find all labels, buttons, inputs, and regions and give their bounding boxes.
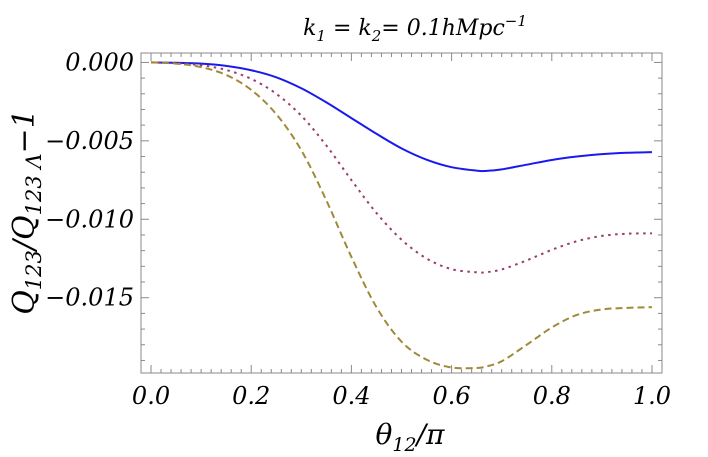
title-k1: k	[303, 16, 316, 41]
ylabel-rest: −1	[7, 109, 42, 153]
ylabel-q2-sub: 123 Λ	[22, 153, 46, 215]
chart-title: k1 = k2= 0.1hMpc−1	[303, 12, 527, 45]
series-layer	[150, 61, 653, 370]
axis-tick-labels: 0.0 0.2 0.4 0.6 0.8 1.0 0.000 −0.005 −0.010 −0.01…	[45, 48, 671, 410]
x-tick-label: 0.4	[332, 382, 370, 410]
title-eq2: = 0.1hMpc	[381, 16, 505, 41]
ylabel-q1-sub: 123	[22, 250, 46, 290]
xlabel-sub: 12	[392, 434, 416, 456]
y-axis-title: Q123/Q123 Λ−1	[7, 109, 46, 315]
title-exp: −1	[505, 12, 527, 30]
x-tick-label: 0.0	[132, 382, 170, 410]
y-tick-label: −0.005	[45, 127, 134, 155]
ylabel-slash: /	[7, 237, 42, 253]
y-tick-label: −0.015	[45, 284, 134, 312]
series-line-3	[150, 61, 653, 370]
x-tick-label: 0.2	[232, 382, 270, 410]
x-tick-label: 1.0	[633, 382, 671, 410]
ylabel-q2: Q	[7, 215, 42, 240]
plot-frame	[140, 52, 663, 374]
series-line-2	[150, 61, 652, 274]
ylabel-q1: Q	[7, 290, 42, 315]
x-tick-label: 0.6	[433, 382, 471, 410]
title-k2-sub: 2	[371, 27, 382, 45]
xlabel-theta: θ	[376, 418, 393, 451]
series-line-1	[151, 61, 653, 173]
title-k1-sub: 1	[316, 27, 326, 45]
title-k2: k	[358, 16, 371, 41]
xlabel-rest: /π	[414, 418, 445, 451]
y-tick-label: −0.010	[45, 205, 134, 233]
y-tick-label: 0.000	[65, 48, 134, 76]
title-eq1: =	[326, 16, 358, 41]
x-axis-title: θ12/π	[376, 418, 445, 456]
x-tick-label: 0.8	[533, 382, 571, 410]
axis-ticks	[141, 53, 662, 373]
